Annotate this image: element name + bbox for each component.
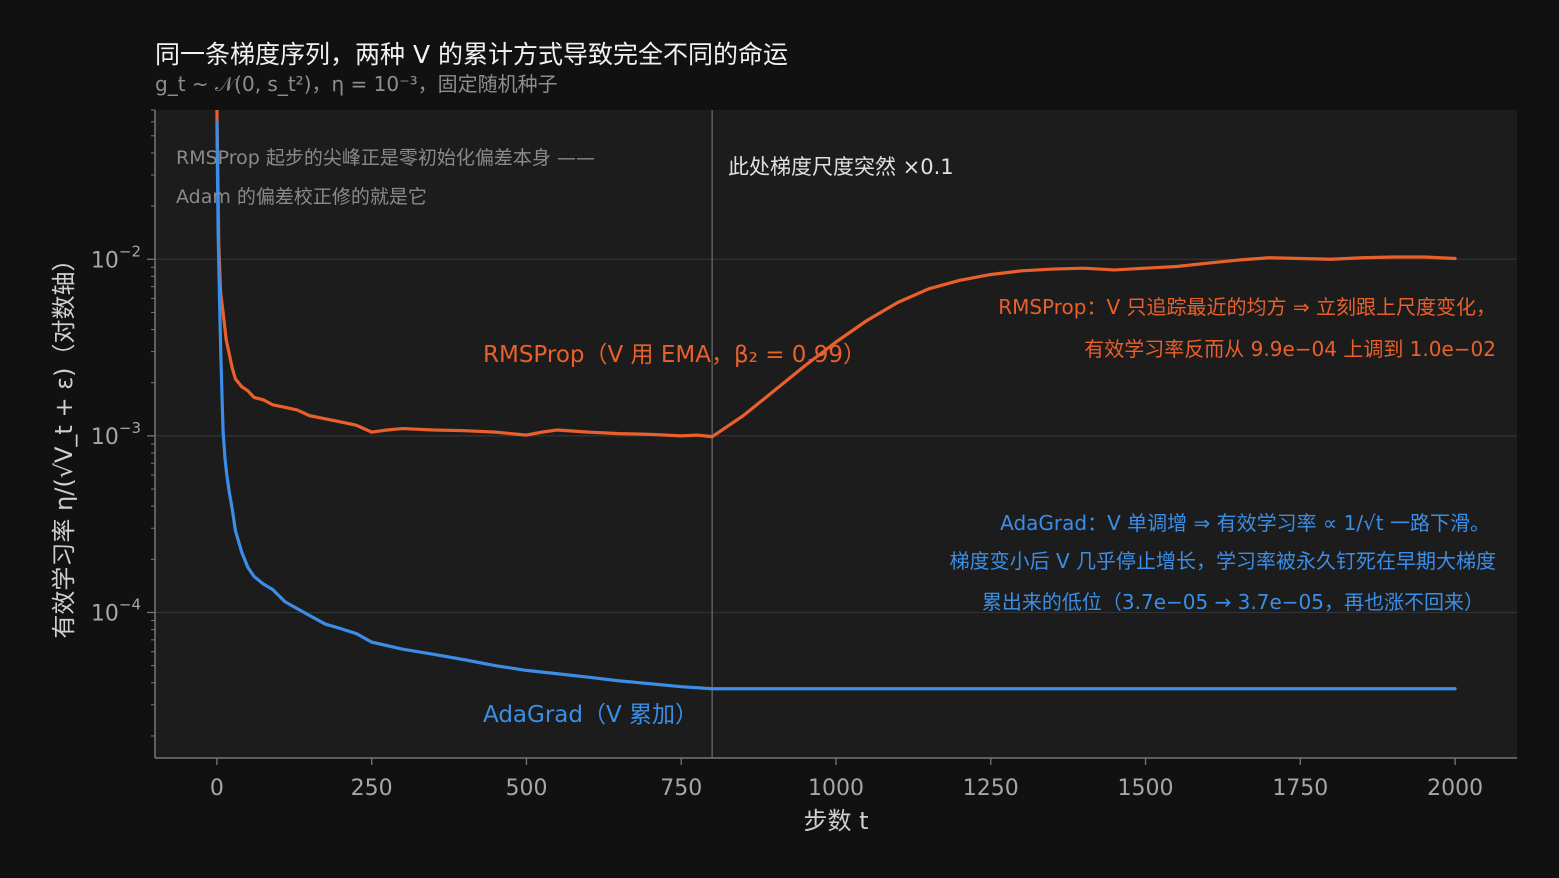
annotation-adagrad-line1: AdaGrad：V 单调增 ⇒ 有效学习率 ∝ 1/√t 一路下滑。	[1000, 511, 1490, 535]
x-tick-label: 750	[660, 776, 702, 801]
chart-subtitle: g_t ~ 𝒩(0, s_t²)，η = 10⁻³，固定随机种子	[155, 72, 558, 96]
x-tick-label: 500	[505, 776, 547, 801]
annotation-rmsprop-line1: RMSProp：V 只追踪最近的均方 ⇒ 立刻跟上尺度变化，	[998, 295, 1496, 319]
annotation-scale-change: 此处梯度尺度突然 ×0.1	[728, 155, 954, 179]
ticks-layer: 0 250 500 750 1000 1250 1500 1750 2000 10−4 10−3 10…	[91, 109, 1483, 801]
x-tick-label: 1250	[963, 776, 1019, 801]
chart-title: 同一条梯度序列，两种 V 的累计方式导致完全不同的命运	[155, 40, 788, 69]
annotation-adagrad-line2: 梯度变小后 V 几乎停止增长，学习率被永久钉死在早期大梯度	[950, 549, 1496, 573]
y-tick-label: 10−4	[91, 595, 141, 626]
annotation-bias-line1: RMSProp 起步的尖峰正是零初始化偏差本身 ——	[176, 147, 595, 169]
x-tick-label: 1750	[1272, 776, 1328, 801]
x-tick-label: 250	[351, 776, 393, 801]
y-axis-label: 有效学习率 η/(√V_t + ε)（对数轴）	[50, 247, 78, 638]
annotation-adagrad-line3: 累出来的低位（3.7e−05 → 3.7e−05，再也涨不回来）	[982, 590, 1484, 614]
adagrad-line	[215, 120, 1457, 691]
annotation-rmsprop-line2: 有效学习率反而从 9.9e−04 上调到 1.0e−02	[1084, 337, 1496, 361]
y-tick-label: 10−2	[91, 242, 141, 273]
series-label-adagrad: AdaGrad（V 累加）	[483, 702, 698, 728]
x-tick-label: 1500	[1118, 776, 1174, 801]
x-tick-label: 1000	[808, 776, 864, 801]
series-label-rmsprop: RMSProp（V 用 EMA，β₂ = 0.99）	[483, 342, 866, 368]
rmsprop-line	[215, 110, 1457, 439]
x-axis-label: 步数 t	[803, 807, 868, 835]
plot-area	[155, 110, 1517, 758]
x-tick-label: 0	[210, 776, 224, 801]
series-layer	[215, 110, 1457, 691]
x-tick-label: 2000	[1427, 776, 1483, 801]
annotation-bias-line2: Adam 的偏差校正修的就是它	[176, 186, 427, 208]
y-tick-label: 10−3	[91, 419, 141, 450]
